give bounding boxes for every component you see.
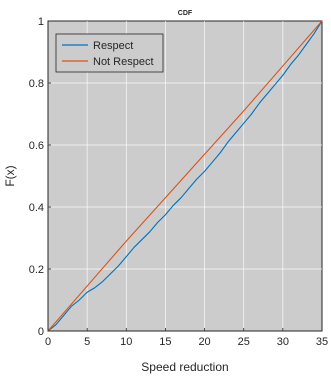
legend: Respect Not Respect bbox=[55, 33, 164, 73]
legend-label: Respect bbox=[93, 40, 133, 52]
legend-box bbox=[55, 33, 164, 73]
grid-lines bbox=[48, 21, 322, 331]
x-tick-label: 15 bbox=[159, 336, 171, 348]
y-tick-label: 0.2 bbox=[29, 264, 44, 276]
x-tick-label: 10 bbox=[120, 336, 132, 348]
x-tick-label: 35 bbox=[316, 336, 328, 348]
x-tick-label: 30 bbox=[277, 336, 289, 348]
x-axis-label: Speed reduction bbox=[141, 360, 228, 374]
y-tick-label: 0.6 bbox=[29, 140, 44, 152]
y-tick-label: 1 bbox=[38, 16, 44, 28]
series-line-respect bbox=[47, 20, 323, 332]
series-layer bbox=[47, 20, 323, 332]
series-line-not-respect bbox=[47, 20, 323, 332]
y-tick-label: 0 bbox=[38, 326, 44, 338]
x-tick-label: 25 bbox=[238, 336, 250, 348]
x-tick-label: 20 bbox=[198, 336, 210, 348]
x-tick-label: 0 bbox=[45, 336, 51, 348]
chart-title: CDF bbox=[178, 10, 193, 17]
axis-ticks: 0 5 10 15 20 25 30 35 0 0.2 0.4 0.6 0.8 1 bbox=[29, 16, 328, 348]
y-axis-label: F(x) bbox=[3, 165, 17, 186]
y-tick-label: 0.4 bbox=[29, 202, 44, 214]
x-tick-label: 5 bbox=[84, 336, 90, 348]
legend-label: Not Respect bbox=[93, 56, 154, 68]
y-tick-label: 0.8 bbox=[29, 78, 44, 90]
